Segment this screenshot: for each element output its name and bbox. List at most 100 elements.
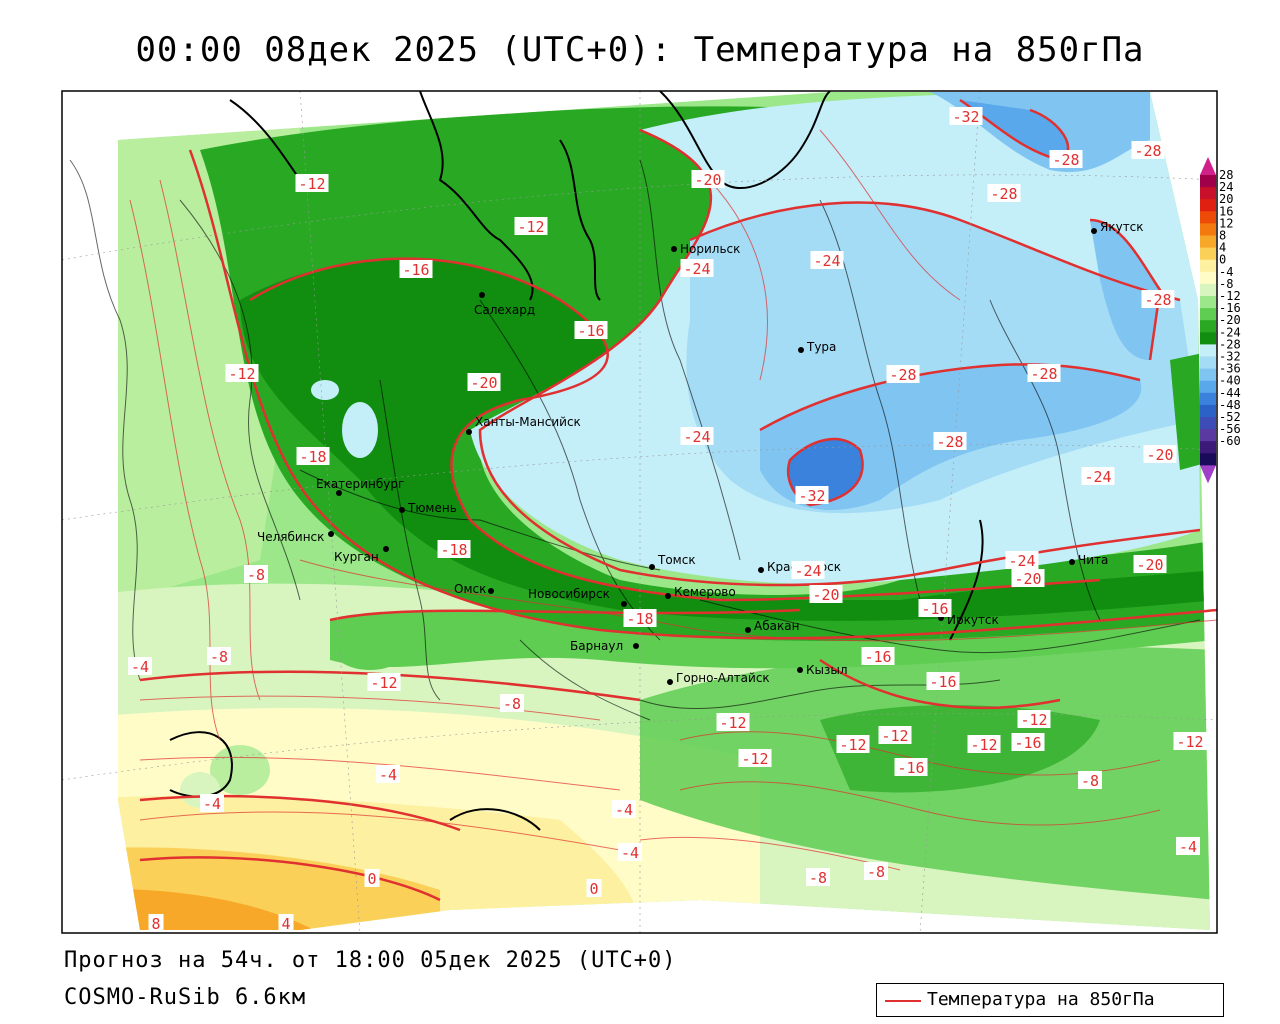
graticule <box>62 91 1217 933</box>
svg-text:Курган: Курган <box>334 550 379 564</box>
isotherm-label: -4 <box>1176 837 1200 856</box>
svg-text:Абакан: Абакан <box>754 619 799 633</box>
colorbar-segment <box>1200 211 1216 224</box>
isotherm-label: -8 <box>500 694 524 713</box>
isotherm-label: -18 <box>296 447 330 466</box>
svg-text:-18: -18 <box>299 448 326 466</box>
svg-text:-18: -18 <box>626 610 653 628</box>
svg-text:Тюмень: Тюмень <box>407 501 457 515</box>
city-kurgan: Курган <box>334 546 389 564</box>
isotherm-label: -4 <box>612 800 636 819</box>
isotherm-labels: -32 -28 -28 -28 -20 -24 -12 -12 -16 -16 -28 -12 -20 -… <box>128 107 1207 933</box>
svg-text:Норильск: Норильск <box>680 242 740 256</box>
colorbar-segment <box>1200 320 1216 333</box>
svg-text:-8: -8 <box>210 648 228 666</box>
isotherm-label: 4 <box>278 914 294 933</box>
colorbar-tick-label: 0 <box>1219 253 1226 267</box>
svg-text:-12: -12 <box>970 736 997 754</box>
svg-text:Барнаул: Барнаул <box>570 639 623 653</box>
svg-text:Горно-Алтайск: Горно-Алтайск <box>676 671 770 685</box>
svg-text:-16: -16 <box>921 600 948 618</box>
isotherm-label: -28 <box>933 432 967 451</box>
svg-text:-32: -32 <box>798 487 825 505</box>
isotherm-label: -12 <box>738 749 772 768</box>
colorbar-segment <box>1200 344 1216 357</box>
isotherm-label: -16 <box>399 260 433 279</box>
isotherm-label: -12 <box>295 174 329 193</box>
model-info: COSMO-RuSib 6.6км <box>64 985 307 1010</box>
isotherm-label: -8 <box>806 868 830 887</box>
city-chelyabinsk: Челябинск <box>257 530 334 544</box>
svg-text:-16: -16 <box>1014 734 1041 752</box>
coastlines <box>169 91 984 831</box>
svg-text:Якутск: Якутск <box>1100 220 1144 234</box>
isotherm-label: -8 <box>244 565 268 584</box>
colorbar-segment <box>1200 235 1216 249</box>
isotherm-label: -24 <box>810 251 844 270</box>
svg-text:Омск: Омск <box>454 582 486 596</box>
legend-label: Температура на 850гПа <box>927 989 1155 1010</box>
isotherm-label: -4 <box>376 765 400 784</box>
colorbar-tick-label: 24 <box>1219 180 1233 194</box>
colorbar-tick-label: -32 <box>1219 350 1241 364</box>
city-salekhard: Салехард <box>474 292 535 317</box>
colorbar-segment <box>1200 271 1216 285</box>
isotherm-label: -20 <box>809 585 843 604</box>
colorbar-segment <box>1200 380 1216 394</box>
svg-text:-12: -12 <box>228 365 255 383</box>
colorbar-segment <box>1200 199 1216 212</box>
svg-text:-28: -28 <box>1052 151 1079 169</box>
colorbar-tick-label: -52 <box>1219 410 1241 424</box>
city-yakutsk: Якутск <box>1091 220 1144 234</box>
colorbar-segment <box>1200 296 1216 309</box>
isotherm-label: -28 <box>886 365 920 384</box>
isotherm-label: -8 <box>864 862 888 881</box>
colorbar-tick-label: -24 <box>1219 325 1241 339</box>
svg-text:-16: -16 <box>897 759 924 777</box>
svg-text:-4: -4 <box>621 844 639 862</box>
svg-text:-20: -20 <box>694 171 721 189</box>
isotherm-label: 0 <box>364 869 380 888</box>
admin-borders <box>69 159 1201 721</box>
svg-text:Томск: Томск <box>657 553 696 567</box>
svg-text:-24: -24 <box>794 562 821 580</box>
svg-text:-4: -4 <box>615 801 633 819</box>
colorbar-tick-label: -60 <box>1219 434 1241 448</box>
svg-text:Иркутск: Иркутск <box>947 613 999 627</box>
svg-text:Салехард: Салехард <box>474 303 535 317</box>
isotherm-label: -12 <box>514 217 548 236</box>
city-tura: Тура <box>798 340 836 354</box>
isotherm-label: -28 <box>987 184 1021 203</box>
colorbar-segment <box>1200 453 1216 466</box>
colorbar-tick-label: -56 <box>1219 422 1241 436</box>
svg-text:Екатеринбург: Екатеринбург <box>316 477 404 491</box>
isotherm-label: 0 <box>586 879 602 898</box>
svg-text:-28: -28 <box>936 433 963 451</box>
colorbar-segment <box>1200 175 1216 188</box>
colorbar-segment <box>1200 404 1216 418</box>
svg-text:-18: -18 <box>440 541 467 559</box>
isotherm-label: -20 <box>1011 569 1045 588</box>
isotherm-label: -16 <box>894 758 928 777</box>
isotherm-label: -12 <box>1173 732 1207 751</box>
isotherm-label: -24 <box>1081 467 1115 486</box>
colorbar-tick-label: 20 <box>1219 192 1233 206</box>
colorbar-segment <box>1200 392 1216 406</box>
isotherm-lines-major <box>139 98 1217 902</box>
isotherm-label: -24 <box>680 259 714 278</box>
svg-text:-12: -12 <box>1020 711 1047 729</box>
colorbar-tick-label: 16 <box>1219 204 1233 218</box>
svg-text:-28: -28 <box>1144 291 1171 309</box>
svg-text:-12: -12 <box>370 674 397 692</box>
isotherm-label: -8 <box>207 647 231 666</box>
legend-line-swatch <box>885 1000 921 1002</box>
isotherm-label: 8 <box>148 914 164 933</box>
colorbar-max-arrow <box>1200 157 1216 175</box>
svg-text:-32: -32 <box>952 108 979 126</box>
svg-text:-8: -8 <box>247 566 265 584</box>
colorbar-tick-label: 8 <box>1219 229 1226 243</box>
colorbar-segment <box>1200 187 1216 200</box>
svg-text:Кызыл: Кызыл <box>806 663 848 677</box>
isotherm-label: -4 <box>128 657 152 676</box>
